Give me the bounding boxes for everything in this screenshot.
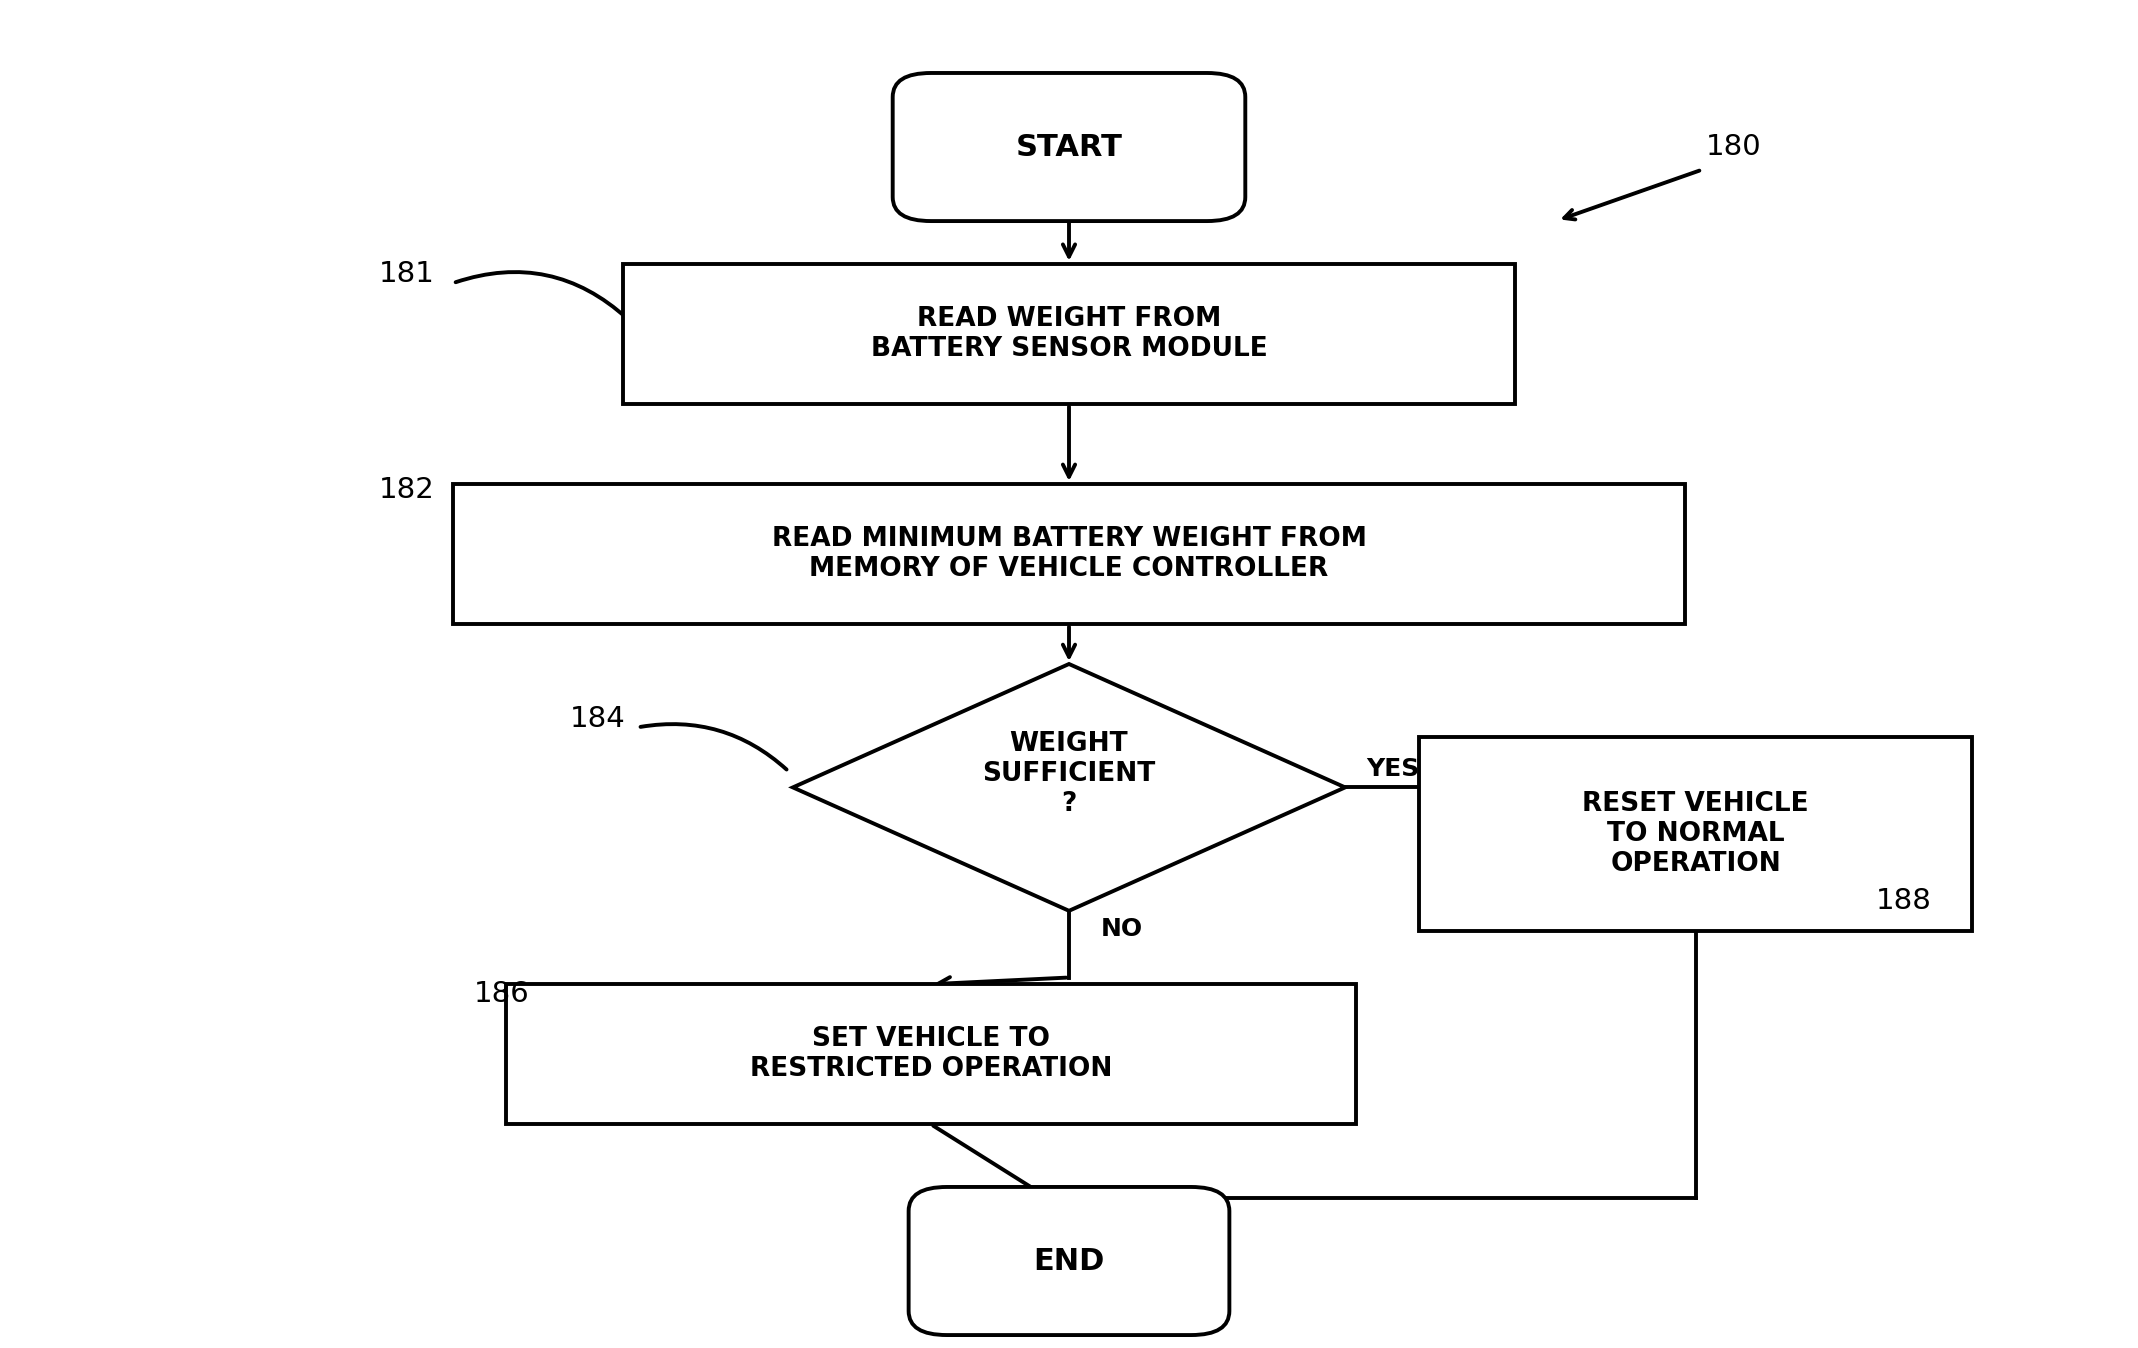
Text: 186: 186 bbox=[475, 980, 530, 1008]
Text: SET VEHICLE TO
RESTRICTED OPERATION: SET VEHICLE TO RESTRICTED OPERATION bbox=[750, 1026, 1112, 1082]
Bar bbox=[622, 264, 1516, 404]
Text: WEIGHT
SUFFICIENT
?: WEIGHT SUFFICIENT ? bbox=[981, 731, 1157, 817]
Bar bbox=[453, 484, 1685, 624]
Text: 188: 188 bbox=[1877, 887, 1933, 915]
Text: 181: 181 bbox=[378, 260, 434, 287]
FancyBboxPatch shape bbox=[894, 73, 1244, 221]
Text: START: START bbox=[1016, 132, 1122, 162]
Text: YES: YES bbox=[1366, 756, 1420, 780]
Bar bbox=[507, 984, 1355, 1124]
Text: READ MINIMUM BATTERY WEIGHT FROM
MEMORY OF VEHICLE CONTROLLER: READ MINIMUM BATTERY WEIGHT FROM MEMORY … bbox=[772, 526, 1366, 582]
Text: END: END bbox=[1033, 1247, 1105, 1275]
Text: RESET VEHICLE
TO NORMAL
OPERATION: RESET VEHICLE TO NORMAL OPERATION bbox=[1582, 791, 1809, 878]
FancyBboxPatch shape bbox=[909, 1188, 1229, 1335]
Text: 182: 182 bbox=[378, 476, 434, 504]
Text: NO: NO bbox=[1101, 918, 1144, 941]
Text: 184: 184 bbox=[571, 705, 626, 733]
Text: READ WEIGHT FROM
BATTERY SENSOR MODULE: READ WEIGHT FROM BATTERY SENSOR MODULE bbox=[870, 306, 1268, 361]
Bar bbox=[1420, 737, 1971, 931]
Text: 180: 180 bbox=[1706, 133, 1762, 160]
Polygon shape bbox=[793, 665, 1345, 911]
